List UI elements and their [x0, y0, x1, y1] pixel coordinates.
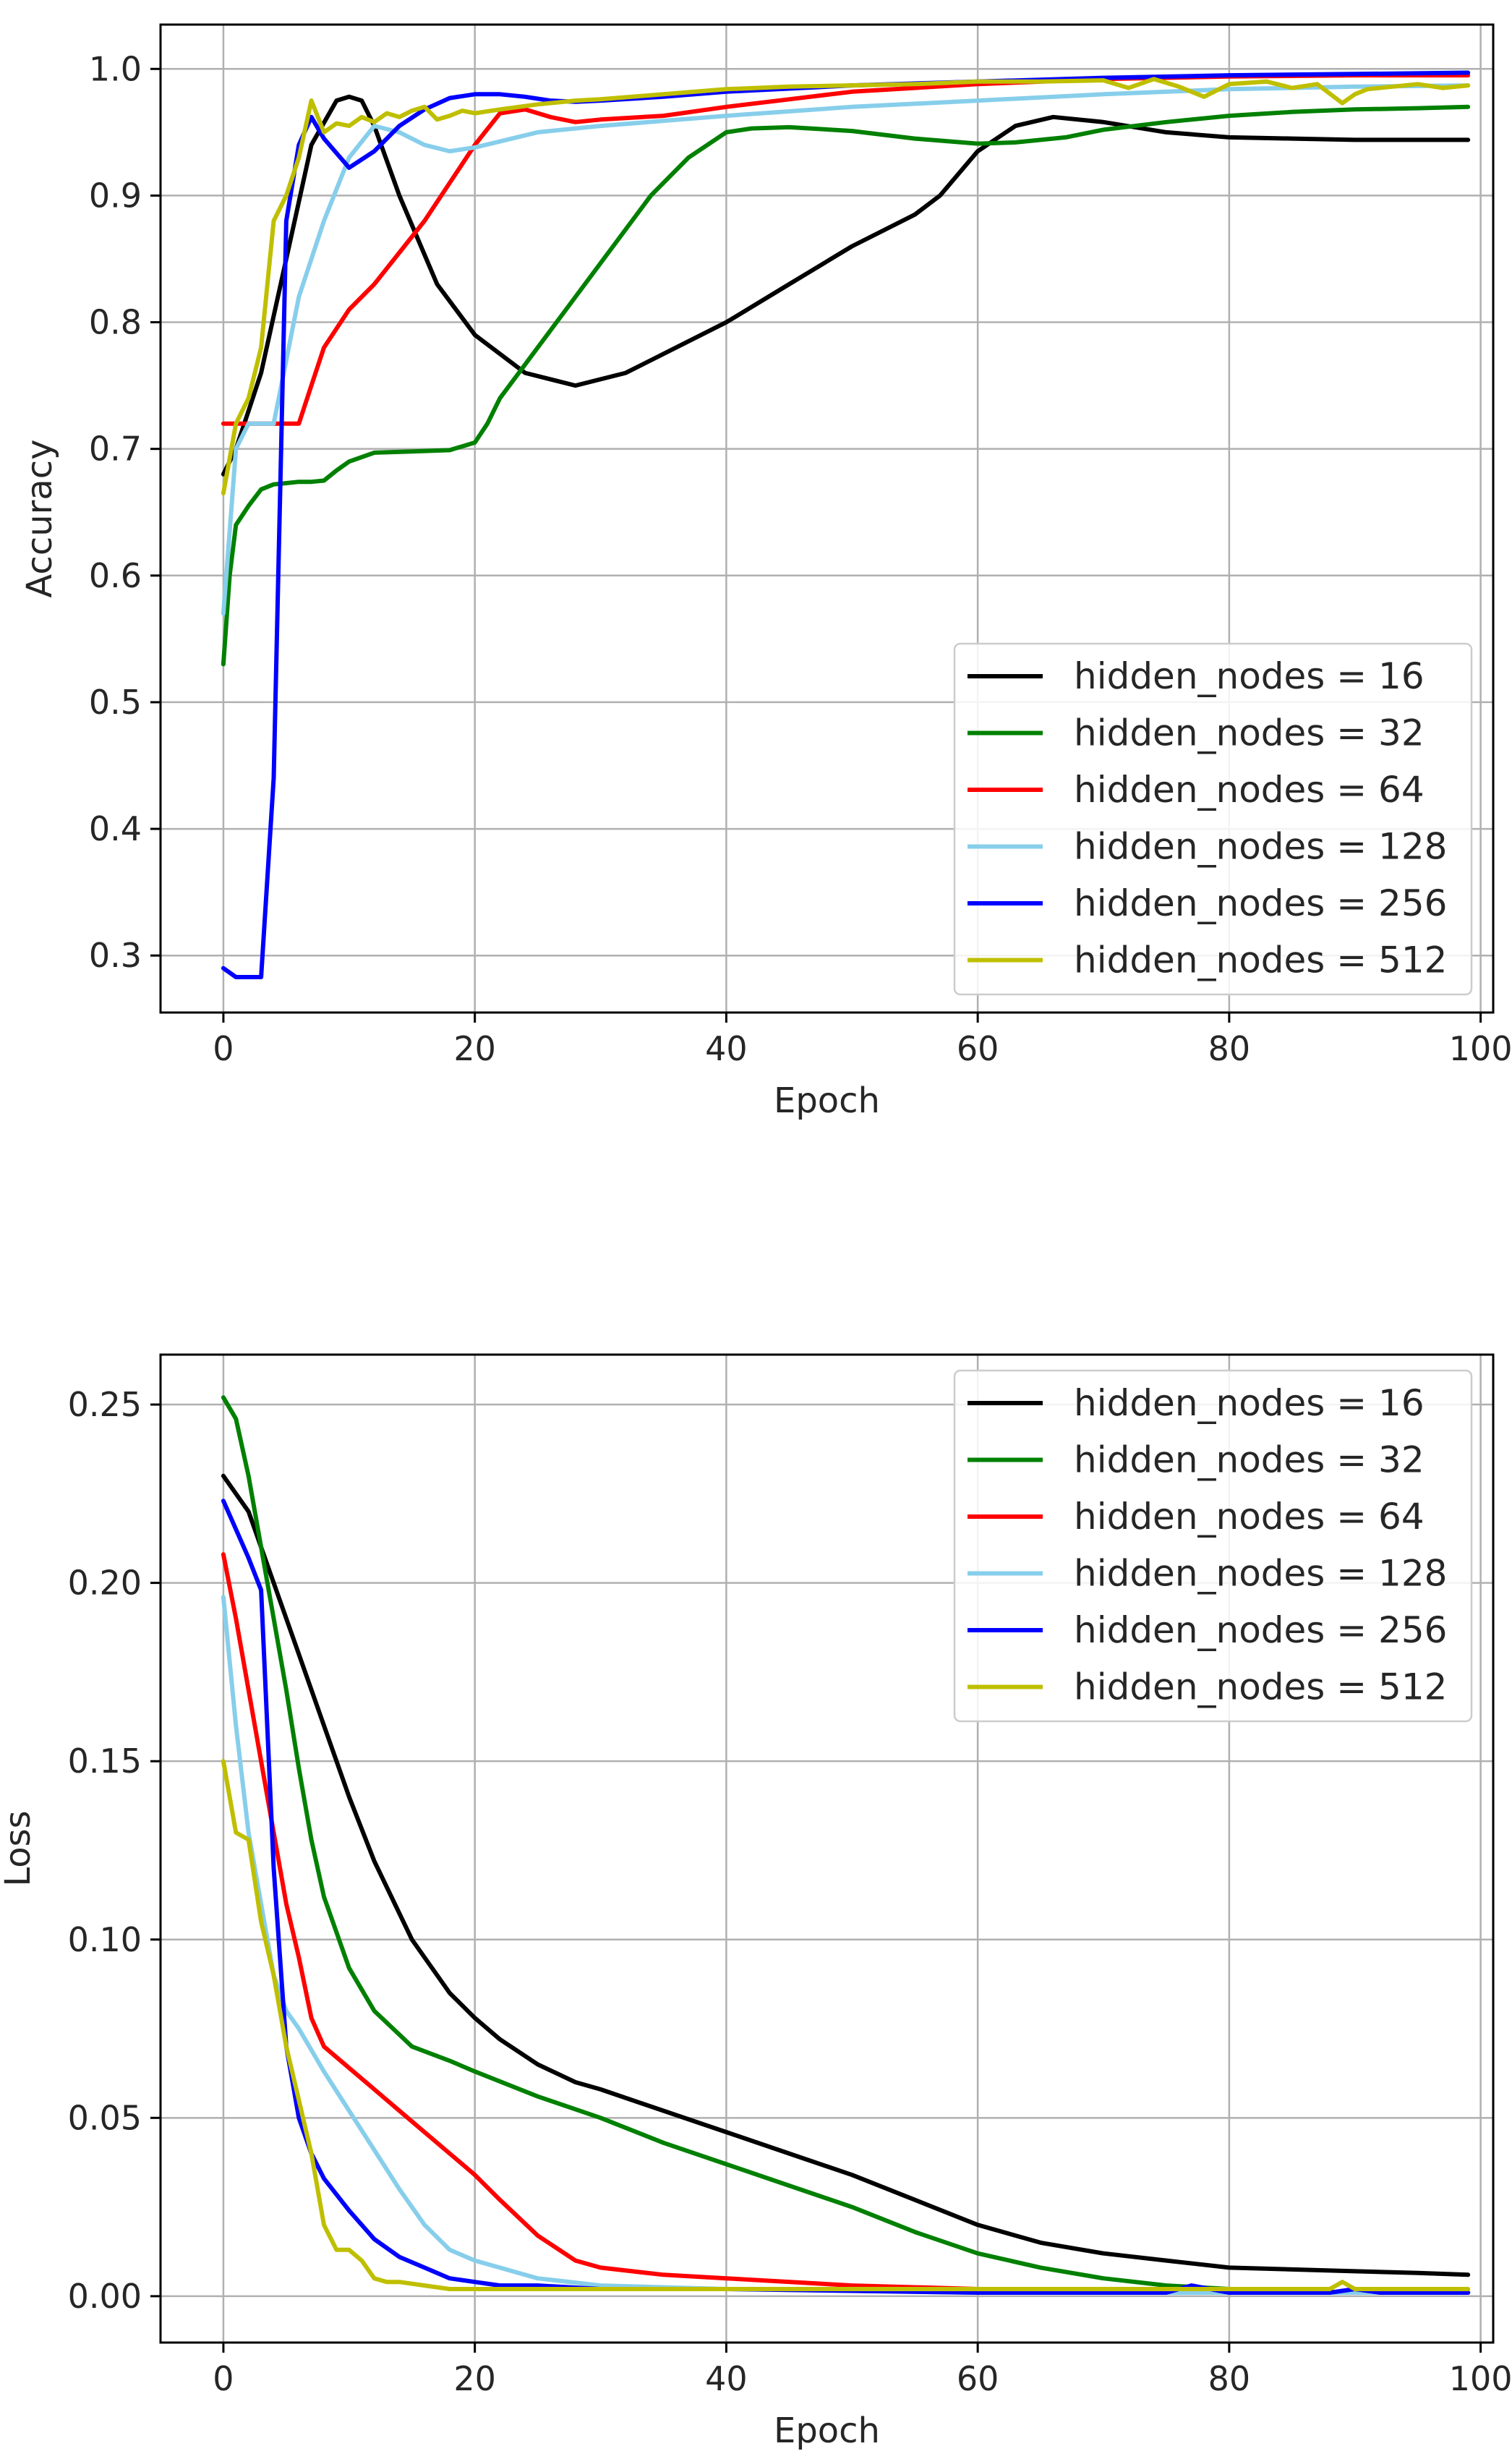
y-tick-label: 0.7 [89, 430, 142, 469]
series-line-512 [221, 77, 1471, 495]
y-axis-label: Loss [0, 1810, 38, 1886]
x-tick-label: 0 [213, 2359, 234, 2398]
x-axis-label: Epoch [774, 2411, 880, 2451]
y-tick-label: 0.10 [68, 1920, 142, 1959]
y-tick-label: 0.00 [68, 2277, 142, 2316]
y-axis-label: Accuracy [20, 439, 60, 597]
series-lines [221, 1395, 1471, 2295]
x-tick-label: 20 [453, 1029, 496, 1068]
y-tick-label: 0.3 [89, 936, 142, 975]
legend-entry: hidden_nodes = 64 [1074, 769, 1425, 811]
y-tick-label: 0.20 [68, 1564, 142, 1603]
series-line-16 [221, 94, 1471, 477]
legend-box [953, 1369, 1473, 1723]
legend-entry: hidden_nodes = 256 [1074, 882, 1447, 924]
series-line-128 [221, 83, 1471, 616]
series-line-256 [221, 1499, 1471, 2295]
series-line-512 [221, 1759, 1471, 2291]
y-tick-label: 0.5 [89, 683, 142, 722]
legend: hidden_nodes = 16 hidden_nodes = 32 hidden… [953, 1369, 1473, 1723]
y-tick-label: 0.4 [89, 809, 142, 848]
y-tick-label: 0.25 [68, 1385, 142, 1424]
series-lines [221, 70, 1471, 979]
x-tick-label: 80 [1208, 1029, 1251, 1068]
x-tick-label: 60 [957, 2359, 999, 2398]
ticks: 0 20 40 60 80 100 0.00 0.05 0.10 0.15 0.20 0.25 [68, 1385, 1512, 2398]
legend-entry: hidden_nodes = 512 [1074, 939, 1447, 981]
accuracy-chart: 0 20 40 60 80 100 0.3 0.4 0.5 0.6 0.7 0.8 0.9 1.0 Epoc… [20, 23, 1512, 1121]
x-tick-label: 100 [1449, 2359, 1512, 2398]
legend-entry: hidden_nodes = 64 [1074, 1496, 1425, 1538]
loss-chart: 0 20 40 60 80 100 0.00 0.05 0.10 0.15 0.20 0.25 Epoc… [0, 1353, 1512, 2451]
legend-entry: hidden_nodes = 512 [1074, 1666, 1447, 1708]
y-tick-label: 0.9 [89, 176, 142, 215]
legend-entry: hidden_nodes = 128 [1074, 1553, 1447, 1595]
legend-entry: hidden_nodes = 32 [1074, 712, 1425, 754]
series-line-32 [221, 1395, 1471, 2295]
x-tick-label: 100 [1449, 1029, 1512, 1068]
grid [161, 1355, 1493, 2343]
x-tick-label: 60 [957, 1029, 999, 1068]
ticks: 0 20 40 60 80 100 0.3 0.4 0.5 0.6 0.7 0.8 0.9 1.0 [89, 49, 1512, 1068]
series-line-16 [221, 1473, 1471, 2277]
x-tick-label: 40 [705, 1029, 748, 1068]
legend-entry: hidden_nodes = 256 [1074, 1609, 1447, 1651]
y-tick-label: 0.15 [68, 1742, 142, 1781]
x-tick-label: 40 [705, 2359, 748, 2398]
y-tick-label: 0.6 [89, 556, 142, 595]
series-line-32 [221, 104, 1471, 667]
y-tick-label: 0.05 [68, 2098, 142, 2137]
y-tick-label: 1.0 [89, 49, 142, 88]
legend: hidden_nodes = 16 hidden_nodes = 32 hidden… [953, 642, 1473, 996]
legend-box [953, 642, 1473, 996]
legend-entry: hidden_nodes = 128 [1074, 826, 1447, 868]
x-tick-label: 20 [453, 2359, 496, 2398]
legend-entry: hidden_nodes = 16 [1074, 1382, 1425, 1424]
y-tick-label: 0.8 [89, 303, 142, 342]
x-axis-label: Epoch [774, 1081, 880, 1121]
axes-frame [159, 23, 1495, 1014]
legend-entry: hidden_nodes = 16 [1074, 655, 1425, 697]
x-tick-label: 80 [1208, 2359, 1251, 2398]
axes-frame [159, 1353, 1495, 2344]
legend-entry: hidden_nodes = 32 [1074, 1439, 1425, 1481]
x-tick-label: 0 [213, 1029, 234, 1068]
